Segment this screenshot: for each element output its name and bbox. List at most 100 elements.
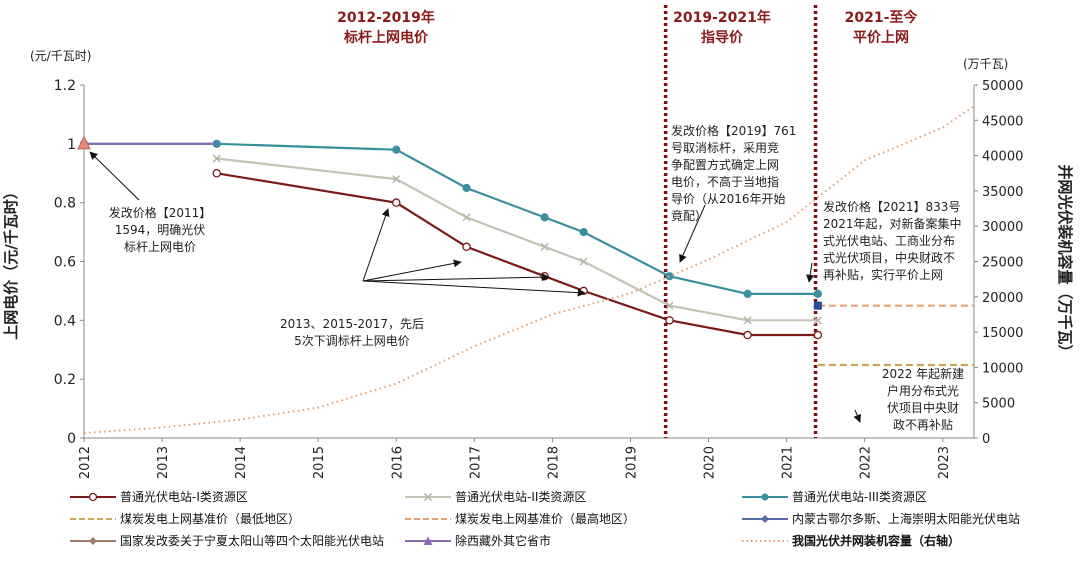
legend-label: 普通光伏电站-III类资源区 — [792, 490, 927, 504]
legend-label: 我国光伏并网装机容量（右轴） — [792, 534, 961, 548]
legend-label: 煤炭发电上网基准价（最低地区） — [120, 512, 301, 526]
series-1-point — [665, 301, 674, 310]
series-1-line — [216, 157, 818, 322]
annotation-arrow — [89, 151, 140, 201]
series-1-point — [540, 242, 549, 251]
series-5-point — [813, 301, 822, 310]
legend-label: 国家发改委关于宁夏太阳山等四个太阳能光伏电站 — [120, 534, 385, 548]
annotation-text: 政不再补贴 — [893, 418, 953, 432]
series-1-point — [212, 154, 221, 163]
series-2-point — [462, 183, 471, 193]
period-heading: 2021-至今 — [845, 9, 918, 26]
y2-tick-label: 5000 — [982, 397, 1015, 412]
series-0-line — [216, 172, 818, 337]
legend-label: 普通光伏电站-I类资源区 — [120, 490, 248, 504]
annotation-text: 式光伏电站、工商业分布 — [823, 233, 955, 248]
legend-item: 普通光伏电站-II类资源区 — [405, 488, 586, 505]
annotation-text: 争配置方式确定上网 — [671, 157, 779, 172]
annotation-arrow — [362, 273, 550, 282]
series-0-point — [462, 242, 471, 252]
y2-tick-label: 30000 — [982, 220, 1023, 235]
legend-label: 煤炭发电上网基准价（最高地区） — [455, 512, 636, 526]
annotation-text: 竟配） — [671, 209, 707, 223]
annotation-text: 伏项目中央财 — [887, 400, 959, 415]
x-tick-label: 2019 — [624, 446, 639, 479]
annotation-arrow — [679, 204, 706, 263]
series-7-point — [77, 135, 91, 150]
annotation-text: 2021年起，对新备案集中 — [823, 216, 962, 231]
annotation-text: 5次下调标杆上网电价 — [294, 334, 410, 348]
y2-tick-label: 0 — [982, 432, 990, 447]
y2-tick-label: 10000 — [982, 361, 1023, 376]
annotation-text: 户用分布式光 — [887, 383, 959, 398]
x-tick-label: 2017 — [468, 446, 483, 479]
y2-tick-label: 40000 — [982, 150, 1023, 165]
series-1-point — [579, 257, 588, 266]
annotation-arrow — [806, 262, 815, 283]
y2-unit-label: (万千瓦) — [963, 57, 1008, 71]
annotation-text: 1594，明确光伏 — [115, 223, 206, 237]
y-tick-label: 1 — [67, 137, 76, 153]
annotation-text: 2013、2015-2017，先后 — [280, 317, 424, 331]
legend-label: 除西藏外其它省市 — [455, 534, 552, 548]
x-tick-label: 2018 — [546, 446, 561, 479]
legend-swatch — [405, 491, 451, 503]
legend-item: 普通光伏电站-I类资源区 — [70, 488, 248, 505]
legend-item: 煤炭发电上网基准价（最高地区） — [405, 510, 635, 527]
annotation-text: 发改价格【2019】761 — [671, 123, 796, 138]
annotation-arrow — [362, 208, 390, 282]
legend-swatch — [70, 513, 116, 525]
legend-swatch — [70, 491, 116, 503]
x-tick-label: 2020 — [703, 446, 718, 479]
series-1-point — [392, 175, 401, 184]
series-2-point — [743, 289, 752, 298]
y-tick-label: 0 — [67, 431, 76, 447]
annotation-text: 式光伏项目，中央财政不 — [823, 250, 955, 265]
x-tick-label: 2023 — [937, 446, 952, 479]
y2-tick-label: 20000 — [982, 291, 1023, 306]
legend-item: 普通光伏电站-III类资源区 — [742, 488, 927, 505]
series-0-point — [579, 286, 588, 296]
series-0-point — [665, 316, 674, 325]
y-tick-label: 0.2 — [54, 372, 76, 388]
legend-label: 内蒙古鄂尔多斯、上海崇明太阳能光伏电站 — [792, 512, 1021, 526]
legend-item: 除西藏外其它省市 — [405, 532, 551, 549]
legend-swatch — [742, 491, 788, 503]
y2-tick-label: 35000 — [982, 185, 1023, 200]
y-tick-label: 0.8 — [54, 196, 76, 212]
annotation-text: 号取消标杆，采用竞 — [671, 141, 779, 155]
legend-item: 我国光伏并网装机容量（右轴） — [742, 532, 960, 549]
x-tick-label: 2014 — [234, 446, 249, 479]
annotation-arrow — [362, 259, 462, 282]
y-unit-label: (元/千瓦时) — [30, 49, 91, 63]
y2-tick-label: 25000 — [982, 256, 1023, 271]
series-2-point — [392, 145, 401, 154]
price-chart: 0 0.2 0.4 0.6 0.8 1 1.2 0 5000 10000 15000 20000 250… — [2, 5, 1074, 479]
series-0-point — [813, 330, 823, 340]
y2-axis-title: 并网光伏装机容量（万千瓦） — [1056, 164, 1074, 359]
annotation-text: 发改价格【2021】833号 — [823, 199, 960, 214]
annotation-text: 导价（从2016年开始 — [671, 192, 786, 206]
legend-item: 煤炭发电上网基准价（最低地区） — [70, 510, 300, 527]
series-2-point — [540, 213, 549, 222]
annotation-arrow — [362, 280, 586, 297]
series-0-point — [212, 168, 221, 178]
legend-item: 国家发改委关于宁夏太阳山等四个太阳能光伏电站 — [70, 532, 384, 549]
legend-swatch — [742, 535, 788, 547]
period-heading: 2019-2021年 — [673, 9, 771, 26]
y-tick-label: 0.4 — [54, 313, 76, 329]
series-1-point — [743, 316, 752, 325]
annotation-text: 再补贴，实行平价上网 — [823, 267, 943, 282]
series-1-point — [462, 213, 471, 222]
series-0-point — [743, 330, 752, 340]
annotation-text: 2022 年起新建 — [882, 366, 964, 381]
annotation-arrow — [853, 409, 861, 423]
legend-swatch — [405, 513, 451, 525]
y-axis-title: 上网电价（元/千瓦时） — [2, 184, 20, 339]
series-1-point — [813, 316, 822, 325]
legend-item: 内蒙古鄂尔多斯、上海崇明太阳能光伏电站 — [742, 510, 1020, 527]
y-tick-label: 0.6 — [54, 255, 76, 271]
period-subheading: 平价上网 — [853, 30, 909, 46]
x-tick-label: 2016 — [390, 446, 405, 479]
series-2-point — [813, 289, 822, 298]
